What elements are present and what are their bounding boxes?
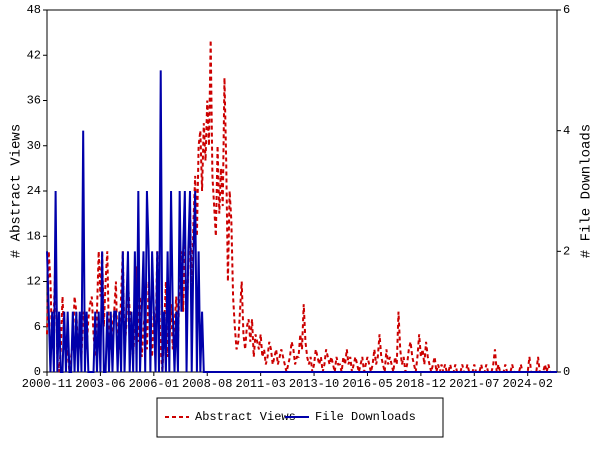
y-tick-label: 12: [27, 275, 41, 289]
y-tick-label: 48: [27, 3, 41, 17]
y2-tick-label: 4: [563, 124, 570, 138]
x-tick-label: 2013-10: [289, 377, 339, 391]
y2-tick-label: 0: [563, 365, 570, 379]
y2-tick-label: 6: [563, 3, 570, 17]
y-tick-label: 36: [27, 94, 41, 108]
series-line: [46, 70, 557, 373]
x-tick-label: 2024-02: [502, 377, 552, 391]
y-axis-label: # Abstract Views: [9, 124, 25, 258]
legend-label: Abstract Views: [195, 410, 296, 424]
x-tick-label: 2018-12: [396, 377, 446, 391]
x-tick-label: 2016-05: [342, 377, 392, 391]
legend-box: [156, 397, 444, 438]
x-tick-label: 2011-03: [235, 377, 285, 391]
y-tick-label: 24: [27, 184, 41, 198]
y-tick-label: 6: [34, 320, 41, 334]
x-tick-label: 2008-08: [182, 377, 232, 391]
legend-label: File Downloads: [315, 410, 416, 424]
x-tick-label: 2000-11: [22, 377, 72, 391]
y-tick-label: 0: [34, 365, 41, 379]
y2-axis-label: # File Downloads: [579, 124, 595, 258]
y2-tick-label: 2: [563, 245, 570, 259]
y-tick-label: 30: [27, 139, 41, 153]
y-tick-label: 18: [27, 229, 41, 243]
x-tick-label: 2003-06: [75, 377, 125, 391]
y-tick-label: 42: [27, 48, 41, 62]
x-tick-label: 2021-07: [449, 377, 499, 391]
x-tick-label: 2006-01: [129, 377, 179, 391]
